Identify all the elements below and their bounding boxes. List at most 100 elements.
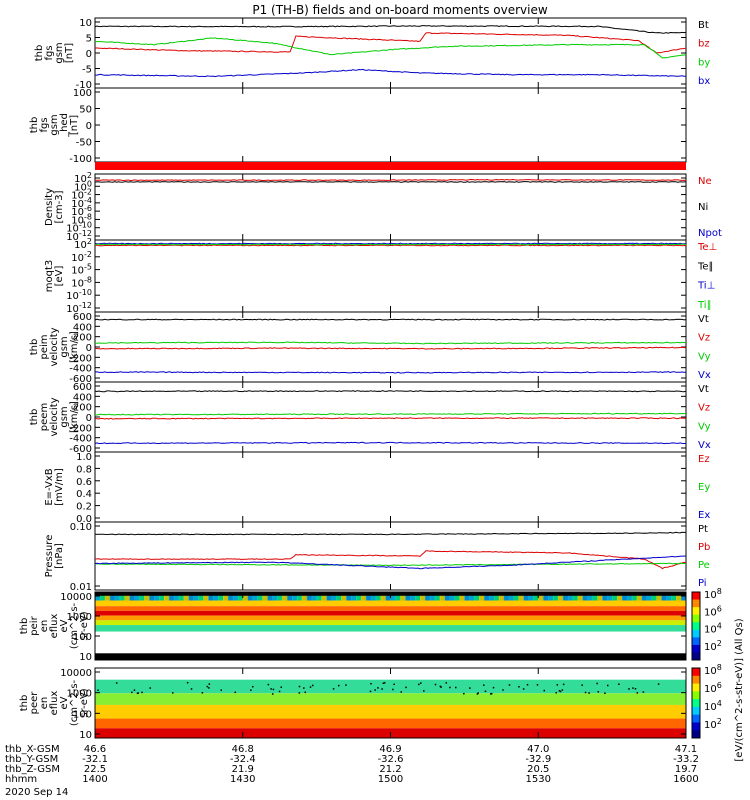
spectrum-speckle — [558, 690, 561, 692]
ylabel: E=-VxB [mV/m] — [44, 468, 65, 506]
footer-value: 47.1 — [675, 744, 697, 755]
spectrum-band — [95, 679, 686, 694]
spectrum-noise — [651, 595, 657, 601]
panel-thb-fgs-gsm: 10 5 0 -5 -10 thb fgs gsm [nT] Bt bz by bx — [34, 17, 710, 91]
ytick-label: 0.6 — [76, 477, 92, 488]
footer-value: -32.1 — [82, 754, 108, 765]
legend-vt: Vt — [698, 314, 709, 325]
footer-value: 1530 — [526, 774, 551, 785]
ytick-label: 600 — [73, 312, 92, 323]
spectrum-speckle — [508, 684, 511, 686]
ylabel-line: eflux — [49, 691, 60, 716]
spectrum-speckle — [141, 691, 143, 694]
spectrum-noise — [321, 595, 327, 601]
spectrum-speckle — [490, 692, 493, 695]
colorbar-label-text: [eV/(cm^2-s-str-eV)] (All Qs) — [734, 618, 745, 761]
spectrum-speckle — [449, 686, 451, 689]
ytick-label: 10-2 — [71, 188, 92, 202]
spectrum-speckle — [556, 684, 559, 686]
ylabel-line: sr-eV) — [79, 611, 90, 640]
spectrum-speckle — [483, 684, 485, 686]
spectrum-noise — [380, 595, 387, 601]
spectrum-noise — [666, 595, 672, 601]
spectrum-speckle — [469, 687, 471, 689]
ylabel-line: thb — [29, 409, 40, 426]
spectrum-speckle — [477, 692, 479, 694]
spectrum-noise — [464, 595, 470, 601]
spectrum-noise — [223, 595, 229, 601]
spectrum-noise — [602, 595, 608, 601]
ylabel-line: thb — [34, 45, 45, 62]
spectrum-noise — [612, 595, 618, 601]
spectrum-speckle — [345, 684, 347, 686]
ylabel-line: velocity — [49, 327, 60, 366]
legend-te: Te⊥ — [697, 242, 717, 253]
spectrum-speckle — [636, 692, 639, 694]
spectrum-speckle — [543, 689, 546, 692]
spectrum-speckle — [186, 681, 189, 684]
spectrum-noise — [508, 595, 515, 601]
spectrum-noise — [439, 595, 446, 601]
spectrum-speckle — [476, 693, 479, 695]
spectrum-band — [95, 600, 686, 607]
ytick-label: 200 — [73, 403, 92, 414]
footer-value: 46.8 — [232, 744, 254, 755]
spectrum-speckle — [439, 685, 442, 688]
spectrum-noise — [109, 595, 116, 601]
spectrum-noise — [159, 595, 165, 601]
spectrum-speckle — [270, 688, 272, 690]
footer-value: 21.2 — [379, 764, 401, 775]
spectrum-speckle — [536, 684, 539, 686]
spectrum-speckle — [484, 690, 487, 693]
spectrum-noise — [548, 595, 554, 601]
spectrum-speckle — [220, 689, 222, 691]
legend-ti: Ti⊥ — [697, 281, 715, 292]
spectrum-speckle — [201, 691, 204, 694]
spectrum-speckle — [596, 682, 598, 685]
footer-row-name: hhmm — [5, 774, 37, 785]
ytick-label: 102 — [74, 171, 92, 185]
spectrum-noise — [528, 595, 534, 601]
spectrum-band — [95, 625, 686, 632]
spectrum-noise — [484, 595, 490, 601]
ylabel: thb peir en eflux eV (cm^2-s-sr-eV) — [19, 602, 90, 649]
spectrum-noise — [267, 595, 273, 601]
spectrum-noise — [597, 595, 603, 601]
footer-value: 46.9 — [379, 744, 401, 755]
legend-vy: Vy — [698, 421, 711, 432]
spectrum-speckle — [136, 692, 139, 695]
spectrum-speckle — [642, 691, 645, 693]
spectrum-noise — [681, 595, 687, 601]
colorbar-tick: 106 — [704, 604, 722, 618]
spectrum-noise — [134, 595, 140, 601]
spectrum-noise — [395, 595, 401, 601]
ytick-label: -400 — [69, 434, 92, 445]
ylabel: Pressure [nPa] — [44, 535, 65, 578]
panel-thb-fgs-gsm-hed: 100 50 0 -50 -100 thb fgs gsm _hed [nT] — [29, 87, 687, 165]
legend-vz: Vz — [698, 403, 710, 414]
spectrum-noise — [168, 595, 175, 601]
spectrum-noise — [351, 595, 357, 601]
spectrum-noise — [178, 595, 185, 601]
spectrum-noise — [95, 595, 101, 601]
spectrum-noise — [489, 595, 495, 601]
spectrum-speckle — [190, 688, 193, 690]
spectrum-speckle — [97, 689, 99, 692]
series-by — [94, 37, 687, 59]
footer-value: 47.0 — [527, 744, 549, 755]
ylabel-line: (cm^2-s- — [69, 679, 80, 726]
series-vy — [94, 412, 687, 416]
spectrum-speckle — [311, 684, 314, 687]
spectrum-noise — [671, 595, 677, 601]
spectrum-noise — [469, 595, 475, 601]
series-vz — [94, 417, 687, 420]
spectrum-speckle — [405, 686, 407, 689]
footer-value: 46.6 — [84, 744, 106, 755]
series-ni — [94, 181, 686, 183]
spectrum-noise — [360, 595, 367, 601]
ylabel-line: eV — [59, 696, 70, 709]
ylabel-line: [km/s] — [69, 331, 80, 363]
